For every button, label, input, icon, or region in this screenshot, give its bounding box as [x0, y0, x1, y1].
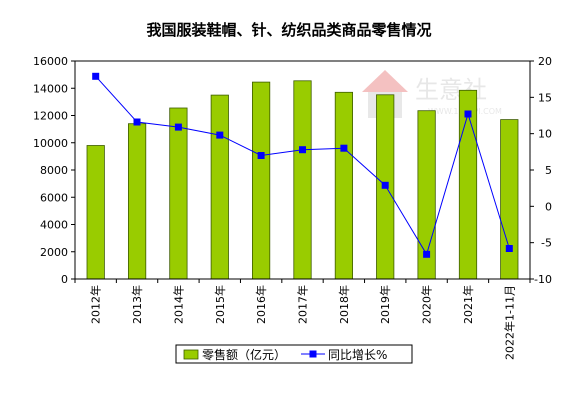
- bar: [334, 91, 354, 280]
- x-axis-tick-label: 2016年: [254, 285, 268, 324]
- x-axis-tick-label: 2021年: [461, 285, 475, 324]
- growth-point: [299, 146, 306, 154]
- bar: [127, 123, 147, 280]
- watermark-house-icon: [362, 70, 408, 92]
- left-axis-tick-label: 6000: [40, 191, 68, 204]
- x-axis-tick-label: 2020年: [420, 285, 434, 324]
- x-axis-tick-label: 2013年: [130, 285, 144, 324]
- growth-point: [92, 72, 100, 80]
- bar: [293, 80, 312, 280]
- right-axis-tick-label: 5: [545, 164, 552, 177]
- legend: 零售额（亿元） 同比增长%: [175, 344, 413, 364]
- x-axis-tick-label: 2022年1-11月: [502, 285, 516, 360]
- left-axis-tick-label: 12000: [33, 110, 68, 123]
- x-axis-tick-label: 2019年: [378, 285, 392, 324]
- left-axis-tick-label: 0: [61, 273, 68, 286]
- bar: [251, 81, 271, 280]
- bar: [86, 145, 105, 280]
- right-axis-tick-label: -10: [534, 273, 552, 286]
- growth-point: [340, 144, 348, 152]
- growth-point: [464, 110, 472, 118]
- bar: [210, 94, 229, 280]
- growth-point: [423, 250, 431, 258]
- growth-point: [257, 152, 265, 159]
- x-axis-tick-label: 2018年: [337, 285, 351, 324]
- right-axis-tick-label: 0: [545, 200, 552, 213]
- chart-title: 我国服装鞋帽、针、纺织品类商品零售情况: [146, 21, 431, 39]
- left-axis-tick-label: 4000: [40, 219, 68, 232]
- x-axis-tick-label: 2017年: [296, 285, 310, 324]
- left-axis-tick-label: 10000: [33, 137, 68, 150]
- right-axis-tick-label: 15: [538, 91, 552, 104]
- left-axis-tick-label: 16000: [33, 55, 68, 68]
- bar: [169, 107, 188, 280]
- left-axis-tick-label: 8000: [40, 164, 68, 177]
- right-axis-tick-label: 20: [538, 55, 552, 68]
- legend-line-marker: [309, 350, 317, 358]
- growth-point: [133, 118, 141, 126]
- legend-bar-swatch: [183, 349, 199, 360]
- left-axis-tick-label: 2000: [40, 246, 68, 259]
- left-axis-tick-label: 14000: [33, 82, 68, 95]
- bar: [458, 89, 478, 280]
- growth-point: [216, 131, 224, 139]
- growth-point: [505, 245, 513, 252]
- legend-bar-label: 零售额（亿元）: [202, 347, 286, 362]
- bar: [500, 119, 519, 280]
- legend-box: [175, 344, 413, 364]
- right-axis-tick-label: -5: [541, 237, 552, 250]
- legend-line-label: 同比增长%: [328, 348, 387, 362]
- growth-point: [174, 123, 182, 131]
- x-axis-tick-label: 2012年: [89, 285, 103, 324]
- right-axis-tick-label: 10: [538, 128, 552, 141]
- growth-point: [381, 181, 389, 189]
- x-axis-tick-label: 2014年: [171, 285, 185, 324]
- x-axis-tick-label: 2015年: [213, 285, 227, 324]
